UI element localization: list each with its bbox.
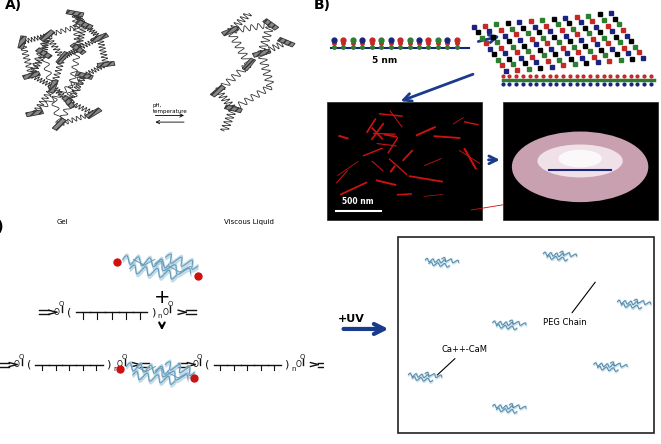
Text: Ca++-CaM: Ca++-CaM xyxy=(437,345,488,375)
Text: O: O xyxy=(300,353,305,360)
Text: O: O xyxy=(167,301,173,307)
Ellipse shape xyxy=(537,144,623,178)
Text: O: O xyxy=(295,360,301,369)
Text: O: O xyxy=(197,353,202,360)
FancyBboxPatch shape xyxy=(52,118,67,131)
FancyBboxPatch shape xyxy=(85,108,102,119)
FancyBboxPatch shape xyxy=(97,61,115,67)
FancyBboxPatch shape xyxy=(242,58,256,71)
Text: +: + xyxy=(154,288,170,307)
Text: ): ) xyxy=(284,360,289,369)
FancyBboxPatch shape xyxy=(39,30,55,41)
Text: Viscous Liquid: Viscous Liquid xyxy=(224,219,274,225)
Text: ): ) xyxy=(106,360,110,369)
Text: (: ( xyxy=(205,360,210,369)
FancyBboxPatch shape xyxy=(48,80,58,93)
Text: O: O xyxy=(122,353,128,360)
Text: O: O xyxy=(59,301,64,307)
Ellipse shape xyxy=(512,131,648,202)
Bar xyxy=(327,102,483,220)
FancyBboxPatch shape xyxy=(66,10,84,17)
FancyBboxPatch shape xyxy=(56,52,69,64)
Text: O: O xyxy=(162,308,168,317)
FancyBboxPatch shape xyxy=(210,85,225,97)
FancyBboxPatch shape xyxy=(91,33,108,43)
FancyBboxPatch shape xyxy=(36,48,52,59)
Text: 5 nm: 5 nm xyxy=(372,56,397,65)
Text: ): ) xyxy=(151,307,155,317)
Text: O: O xyxy=(117,360,123,369)
Text: PEG Chain: PEG Chain xyxy=(543,282,596,327)
Text: O: O xyxy=(14,360,20,369)
Text: O: O xyxy=(54,308,59,317)
Text: n: n xyxy=(291,365,295,372)
Text: n: n xyxy=(113,365,118,372)
FancyBboxPatch shape xyxy=(225,105,243,113)
Text: O: O xyxy=(192,360,198,369)
Text: A): A) xyxy=(5,0,22,12)
Ellipse shape xyxy=(559,150,602,167)
Text: O: O xyxy=(19,353,24,360)
Text: C): C) xyxy=(0,220,4,234)
Text: B): B) xyxy=(314,0,330,12)
Text: +UV: +UV xyxy=(337,313,364,324)
Text: n: n xyxy=(158,313,162,319)
Text: (: ( xyxy=(27,360,32,369)
FancyBboxPatch shape xyxy=(75,20,93,29)
FancyBboxPatch shape xyxy=(278,37,295,47)
FancyBboxPatch shape xyxy=(26,110,44,117)
FancyBboxPatch shape xyxy=(18,36,26,48)
Bar xyxy=(398,237,654,433)
FancyBboxPatch shape xyxy=(75,71,93,79)
FancyBboxPatch shape xyxy=(221,26,239,36)
Text: pH,
temperature: pH, temperature xyxy=(153,103,187,115)
FancyBboxPatch shape xyxy=(70,43,86,55)
FancyBboxPatch shape xyxy=(262,19,279,30)
FancyBboxPatch shape xyxy=(22,71,40,79)
Text: Gel: Gel xyxy=(57,219,68,225)
Text: (: ( xyxy=(67,307,72,317)
Bar xyxy=(502,102,658,220)
FancyBboxPatch shape xyxy=(62,96,75,108)
FancyBboxPatch shape xyxy=(253,49,270,57)
Text: 500 nm: 500 nm xyxy=(342,197,373,206)
